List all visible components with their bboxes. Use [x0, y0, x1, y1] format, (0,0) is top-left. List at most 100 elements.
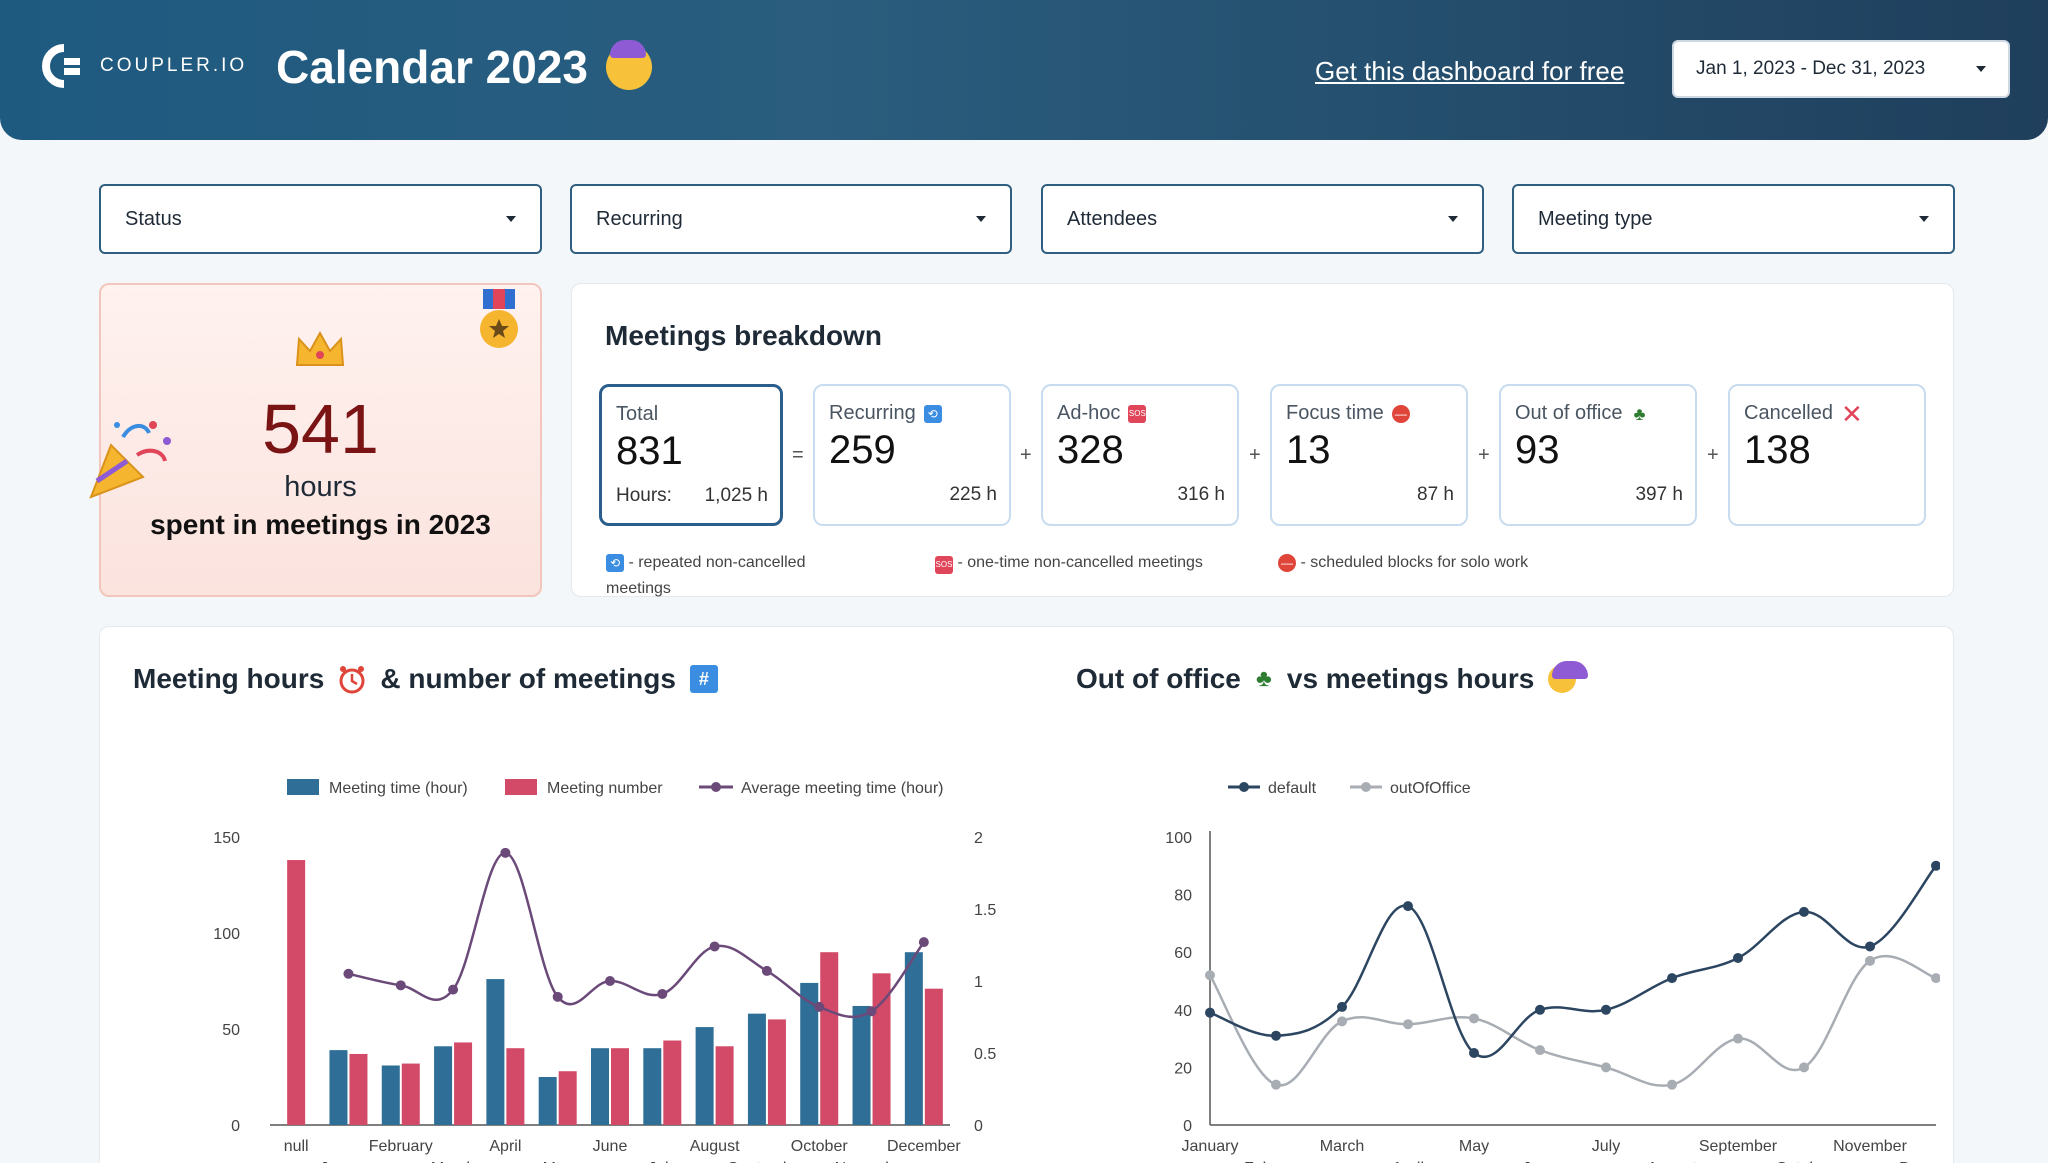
y-tick-left: 150 [213, 830, 240, 847]
kpi-recurring[interactable]: Recurring ⟲ 259 225 h [813, 384, 1011, 526]
kpi-ooo-label-wrap: Out of office ♣ [1515, 402, 1648, 425]
y-tick-left: 100 [213, 926, 240, 943]
equals-sign: = [792, 444, 804, 466]
plus-sign: + [1478, 444, 1490, 466]
kpi-cancelled[interactable]: Cancelled ✕ 138 [1728, 384, 1926, 526]
kpi-focus-time[interactable]: Focus time — 13 87 h [1270, 384, 1468, 526]
bar-meeting-number [287, 860, 306, 1125]
logo-text: COUPLER.IO [100, 55, 248, 76]
hours-summary-card: 541 hours spent in meetings in 2023 [89, 283, 542, 597]
cross-icon: ✕ [1841, 398, 1863, 429]
bar-meeting-number [349, 1053, 368, 1125]
bar-meeting-number [454, 1042, 473, 1125]
avg-meeting-point [866, 1006, 877, 1017]
kpi-focus-label: Focus time [1286, 402, 1384, 424]
kpi-recurring-label-wrap: Recurring ⟲ [829, 402, 942, 425]
avg-meeting-point [448, 984, 459, 995]
kpi-total[interactable]: Total 831 Hours: 1,025 h [599, 384, 783, 526]
note-adhoc: SOS - one-time non-cancelled meetings [935, 550, 1203, 576]
attendees-filter[interactable]: Attendees [1041, 184, 1484, 254]
crown-icon [295, 330, 345, 366]
kpi-adhoc-label-wrap: Ad-hoc SOS [1057, 402, 1147, 425]
palm-icon: ♣ [1256, 665, 1272, 692]
meeting-type-filter[interactable]: Meeting type [1512, 184, 1955, 254]
out-of-office-point [1601, 1062, 1611, 1073]
no-entry-icon: — [1391, 404, 1410, 423]
x-tick-label: February [369, 1138, 433, 1155]
x-tick-label: November [835, 1160, 909, 1163]
avg-meeting-point [918, 937, 929, 948]
note-recurring-text-2: meetings [606, 580, 671, 597]
plus-sign: + [1707, 444, 1719, 466]
default-point [1403, 901, 1413, 912]
x-tick-label: January [1182, 1138, 1239, 1155]
palm-icon: ♣ [1633, 403, 1646, 424]
bar-meeting-time [747, 1013, 766, 1125]
x-tick-label: September [1699, 1138, 1778, 1155]
default-point [1799, 906, 1809, 917]
meeting-hours-chart: Meeting time (hour) Meeting number Average… [213, 779, 996, 1163]
kpi-cancelled-label-wrap: Cancelled ✕ [1744, 398, 1863, 429]
avg-meeting-point [605, 976, 615, 986]
kpi-adhoc-label: Ad-hoc [1057, 402, 1121, 424]
kpi-ooo-hours: 397 h [1635, 484, 1683, 505]
chart1-title: Meeting hours & number of meetings # [133, 663, 718, 695]
x-tick-label: January [320, 1160, 377, 1163]
default-point [1865, 941, 1875, 952]
out-of-office-point [1865, 955, 1875, 966]
out-of-office-point [1799, 1062, 1809, 1073]
kpi-adhoc[interactable]: Ad-hoc SOS 328 316 h [1041, 384, 1239, 526]
status-filter-label: Status [125, 207, 182, 230]
hours-unit-label: hours [284, 471, 357, 503]
bar-meeting-number [611, 1048, 629, 1125]
y-tick-right: 2 [974, 830, 983, 847]
attendees-filter-label: Attendees [1067, 207, 1158, 230]
avg-meeting-point [500, 847, 511, 858]
x-tick-label: March [1320, 1138, 1364, 1155]
default-point [1205, 1007, 1215, 1018]
ooo-vs-hours-chart: default outOfOffice 0 20 40 60 80 100 January Feb… [1165, 780, 1940, 1163]
kpi-adhoc-hours: 316 h [1177, 484, 1225, 505]
logo[interactable]: COUPLER.IO [42, 44, 247, 88]
no-entry-icon: — [1278, 554, 1296, 572]
avg-meeting-point [761, 965, 772, 976]
hash-icon: # [689, 665, 718, 693]
kpi-recurring-value: 259 [829, 428, 896, 472]
legend-label: Meeting time (hour) [329, 780, 468, 797]
bar-meeting-time [643, 1048, 662, 1125]
note-recurring: ⟲ - repeated non-cancelled meetings [606, 550, 856, 602]
y-tick: 80 [1174, 888, 1192, 905]
out-of-office-point [1535, 1045, 1545, 1056]
kpi-out-of-office[interactable]: Out of office ♣ 93 397 h [1499, 384, 1697, 526]
x-tick-label: June [593, 1138, 628, 1155]
get-dashboard-link[interactable]: Get this dashboard for free [1315, 56, 1625, 86]
kpi-cancelled-value: 138 [1744, 428, 1811, 472]
bar-meeting-number [401, 1063, 420, 1125]
bar-meeting-time [904, 952, 923, 1125]
kpi-recurring-label: Recurring [829, 402, 916, 424]
x-tick-label: September [728, 1160, 807, 1163]
x-tick-label: May [543, 1160, 573, 1163]
medal-icon [480, 289, 518, 348]
charts-card: Meeting hours & number of meetings # Out… [99, 626, 1954, 1163]
status-filter[interactable]: Status [99, 184, 542, 254]
x-tick-label: February [1244, 1160, 1308, 1163]
kpi-adhoc-value: 328 [1057, 428, 1124, 472]
out-of-office-point [1733, 1033, 1743, 1044]
kpi-total-hours-label: Hours: [616, 485, 672, 506]
x-tick-label: March [431, 1160, 475, 1163]
out-of-office-point [1667, 1079, 1677, 1090]
kpi-focus-label-wrap: Focus time — [1286, 402, 1410, 425]
kpi-total-hours: 1,025 h [704, 485, 768, 506]
party-face-icon [605, 40, 652, 90]
out-of-office-point [1469, 1013, 1479, 1024]
date-range-picker[interactable]: Jan 1, 2023 - Dec 31, 2023 [1672, 40, 2010, 98]
avg-meeting-point [395, 980, 406, 991]
x-tick-label: October [1776, 1160, 1834, 1163]
nerd-face-icon [1548, 661, 1589, 693]
x-tick-label: April [1392, 1160, 1424, 1163]
recurring-filter[interactable]: Recurring [570, 184, 1012, 254]
y-tick-right: 0 [974, 1118, 983, 1135]
avg-meeting-point [814, 1001, 825, 1012]
avg-meeting-point [343, 968, 354, 979]
